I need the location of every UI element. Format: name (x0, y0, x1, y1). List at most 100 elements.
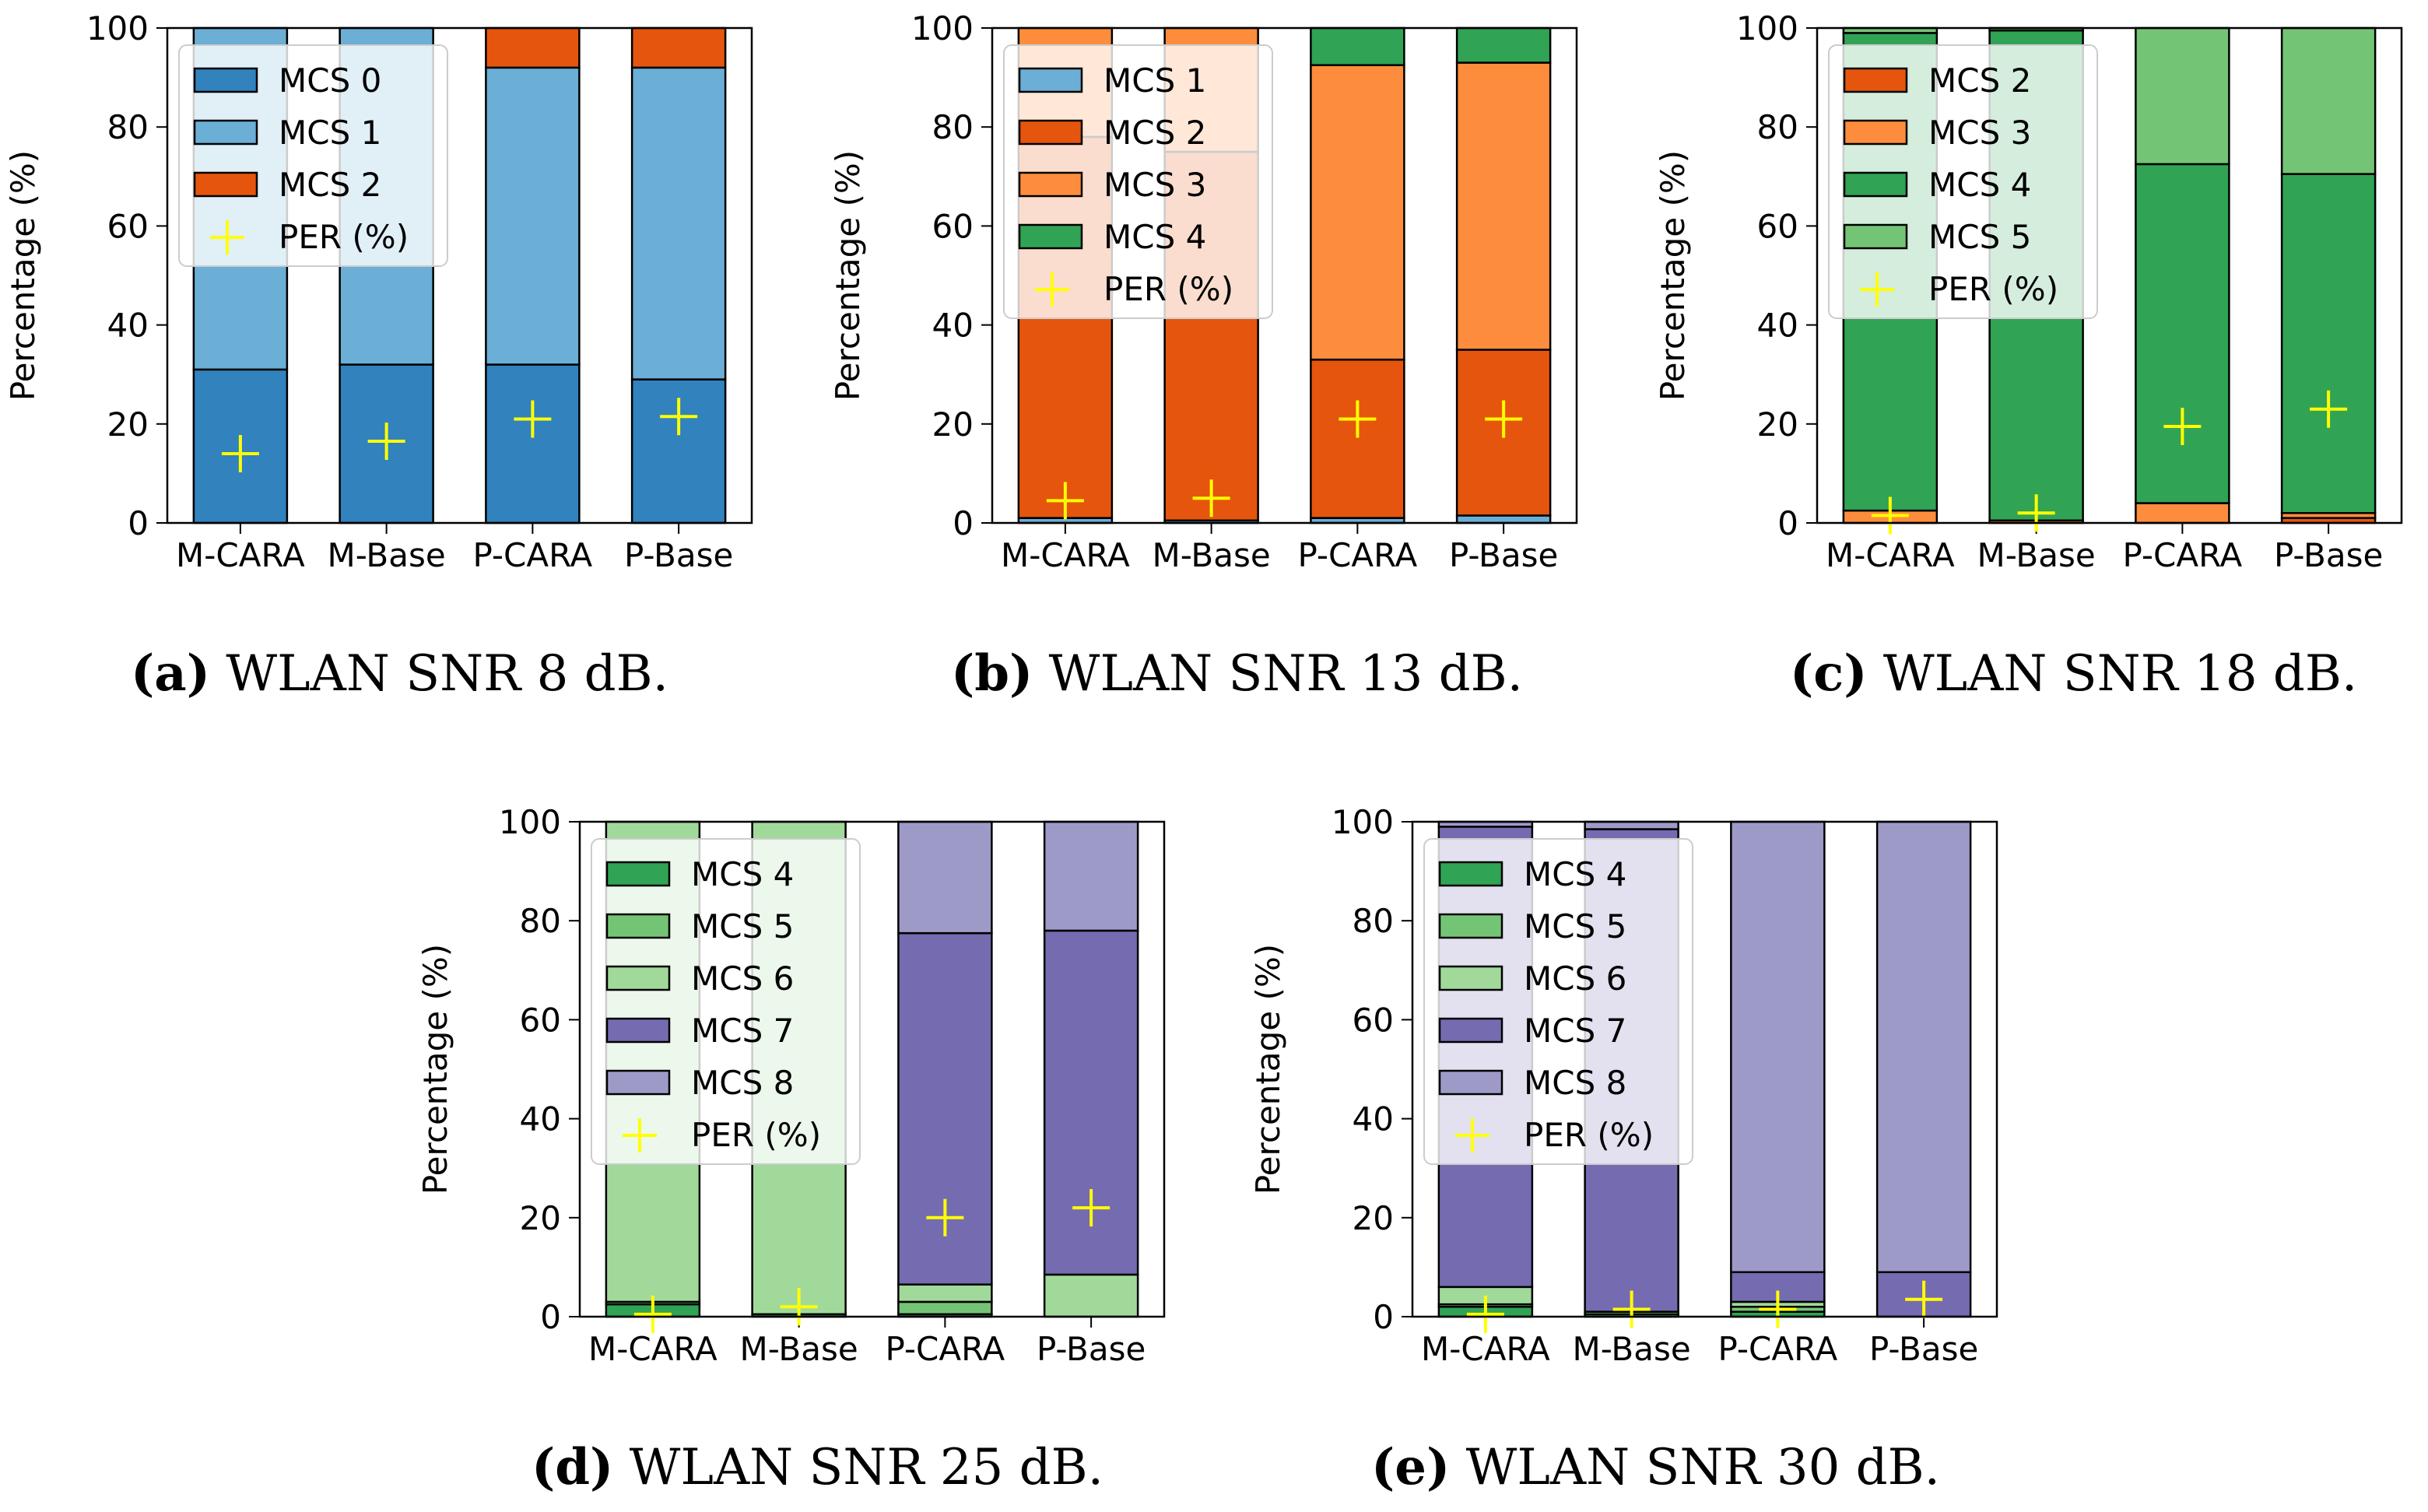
legend: MCS 4 MCS 5 MCS 6 MCS 7 MCS 8 PER (%) (591, 838, 861, 1165)
legend-label: MCS 3 (1928, 114, 2031, 152)
per-marker (1485, 400, 1523, 438)
legend-label: MCS 5 (691, 907, 794, 945)
legend-label-per: PER (%) (279, 218, 409, 256)
y-tick-label: 20 (520, 1199, 561, 1237)
y-axis-label: Percentage (%) (829, 150, 867, 401)
legend-box (1828, 44, 2098, 319)
legend-label: MCS 4 (691, 855, 794, 893)
caption-c-text: WLAN SNR 18 dB. (1867, 645, 2358, 703)
x-tick-label: M-CARA (1421, 1330, 1550, 1368)
chart-panel-a: 0 20 40 60 80 100 Percentage (%) M-CARA M-Base P-… (4, 9, 753, 574)
legend-per-marker (623, 1118, 657, 1152)
legend-label-per: PER (%) (1928, 270, 2058, 308)
caption-c-letter: (c) (1790, 644, 1868, 703)
y-tick-label: 80 (1353, 902, 1394, 940)
legend-swatch (1438, 861, 1503, 887)
per-marker (633, 1295, 672, 1333)
bar-segment (1310, 358, 1405, 519)
legend-label: MCS 6 (691, 959, 794, 998)
y-tick-label: 40 (1757, 307, 1798, 345)
bar-segment (2280, 26, 2377, 175)
y-tick-label: 60 (520, 1001, 561, 1039)
legend-swatch (193, 171, 258, 198)
bar-segment (897, 1283, 993, 1303)
per-marker (1192, 479, 1230, 517)
x-tick-label: M-CARA (176, 536, 305, 574)
x-tick-label: P-Base (1449, 536, 1558, 574)
axes-frame (991, 26, 1578, 524)
legend-swatch (605, 861, 671, 887)
per-marker (221, 434, 259, 472)
legend-label: MCS 5 (1928, 218, 2031, 256)
chart-panel-e: 0 20 40 60 80 100 Percentage (%) M-CARA M-Base P-… (1249, 803, 1998, 1368)
y-tick-label: 40 (1353, 1100, 1394, 1138)
legend-box (178, 44, 448, 267)
y-tick-label: 0 (540, 1298, 561, 1336)
x-tick-label: M-Base (740, 1330, 858, 1368)
legend-per-marker (1455, 1118, 1489, 1152)
legend-label: MCS 7 (691, 1012, 794, 1050)
legend-label: MCS 0 (279, 61, 381, 100)
legend-swatch (1843, 119, 1908, 146)
y-tick-label: 0 (953, 504, 974, 542)
legend-label: MCS 4 (1524, 855, 1626, 893)
axes-frame (1816, 26, 2403, 524)
bar-segment (1455, 514, 1552, 524)
legend-swatch (1843, 171, 1908, 198)
legend-swatch (1438, 1069, 1503, 1096)
x-tick-label: P-Base (1037, 1330, 1146, 1368)
legend-swatch (1018, 223, 1083, 250)
bar-segment (630, 26, 727, 69)
x-tick-label: P-CARA (2122, 536, 2242, 574)
x-tick-label: P-Base (624, 536, 733, 574)
legend-per-marker (1035, 272, 1069, 307)
bar-segment (897, 820, 993, 935)
caption-c: (c) WLAN SNR 18 dB. (1790, 644, 2357, 703)
legend-label: MCS 8 (1524, 1064, 1626, 1102)
y-axis-label: Percentage (%) (4, 150, 42, 401)
x-tick-label: P-CARA (1717, 1330, 1837, 1368)
y-tick-label: 100 (1332, 803, 1394, 841)
y-tick-label: 100 (911, 9, 974, 47)
y-tick-label: 100 (499, 803, 561, 841)
per-marker (780, 1288, 818, 1326)
x-tick-label: M-Base (1977, 536, 2096, 574)
x-tick-label: P-Base (2274, 536, 2383, 574)
legend-per-marker (210, 220, 244, 254)
bar-segment (1310, 26, 1405, 66)
per-marker (367, 423, 405, 461)
legend-label-per: PER (%) (691, 1116, 821, 1154)
legend-box (1003, 44, 1273, 319)
caption-b-letter: (b) (951, 644, 1033, 703)
y-tick-label: 40 (520, 1100, 561, 1138)
legend: MCS 2 MCS 3 MCS 4 MCS 5 PER (%) (1828, 44, 2098, 319)
caption-d: (d) WLAN SNR 25 dB. (532, 1438, 1103, 1496)
legend-swatch (1438, 1017, 1503, 1044)
axes-frame (166, 26, 753, 524)
caption-d-letter: (d) (532, 1438, 614, 1496)
x-tick-label: P-CARA (472, 536, 592, 574)
y-tick-label: 80 (520, 902, 561, 940)
legend-label: MCS 6 (1524, 959, 1626, 998)
per-marker (514, 400, 552, 438)
legend-label: MCS 4 (1928, 166, 2031, 204)
bar-segment (2135, 26, 2230, 166)
y-tick-label: 60 (932, 207, 974, 245)
legend-swatch (605, 965, 671, 991)
y-axis-label: Percentage (%) (1654, 150, 1692, 401)
y-tick-label: 0 (1777, 504, 1798, 542)
y-tick-label: 20 (1757, 405, 1798, 444)
bar-segment (1584, 820, 1679, 830)
y-tick-label: 20 (932, 405, 974, 444)
per-marker (1339, 400, 1377, 438)
legend-swatch (1843, 223, 1908, 250)
legend-swatch (1843, 67, 1908, 93)
x-tick-label: P-Base (1869, 1330, 1978, 1368)
legend-label: MCS 2 (1103, 114, 1206, 152)
x-tick-label: M-CARA (1826, 536, 1955, 574)
per-marker (926, 1198, 964, 1237)
caption-d-text: WLAN SNR 25 dB. (613, 1439, 1103, 1496)
legend-label: MCS 5 (1524, 907, 1626, 945)
per-marker (1466, 1295, 1504, 1333)
per-marker (2163, 407, 2202, 445)
